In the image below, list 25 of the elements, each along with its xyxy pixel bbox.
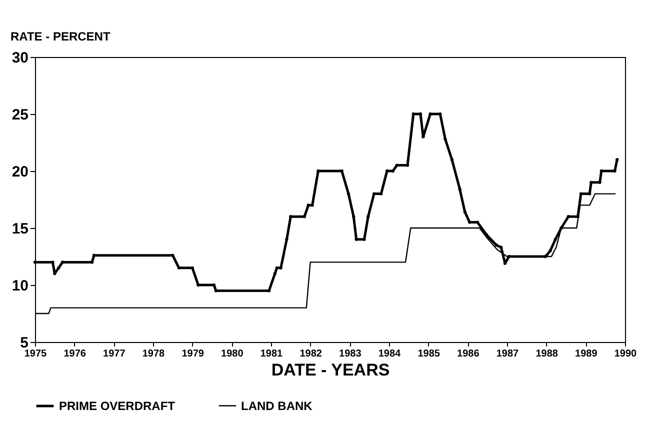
y-tick-label: 10	[12, 278, 28, 294]
y-tick-label: 15	[12, 220, 28, 238]
legend-label: PRIME OVERDRAFT	[59, 399, 176, 413]
x-tick-label: 1987	[496, 348, 520, 360]
x-tick-label: 1977	[103, 348, 126, 360]
x-tick-label: 1980	[221, 348, 244, 360]
x-tick-label: 1990	[614, 348, 638, 360]
y-tick-label: 30	[12, 50, 28, 66]
x-tick-label: 1978	[142, 348, 166, 360]
x-tick-label: 1989	[575, 348, 598, 360]
x-tick-label: 1983	[339, 348, 362, 360]
x-tick-label: 1984	[378, 348, 402, 360]
y-tick-label: 25	[12, 106, 28, 124]
y-tick-label: 20	[12, 164, 28, 180]
x-axis-title: DATE - YEARS	[271, 360, 390, 380]
x-tick-label: 1982	[300, 348, 322, 360]
x-tick-label: 1976	[64, 348, 86, 360]
x-tick-label: 1988	[536, 348, 558, 360]
x-tick-label: 1979	[182, 348, 204, 360]
x-tick-label: 1986	[457, 348, 480, 360]
x-tick-label: 1985	[418, 348, 440, 360]
x-tick-label: 1975	[24, 348, 48, 360]
x-tick-label: 1981	[260, 348, 284, 360]
y-axis-title: RATE - PERCENT	[10, 30, 111, 44]
legend-label: LAND BANK	[241, 398, 313, 413]
